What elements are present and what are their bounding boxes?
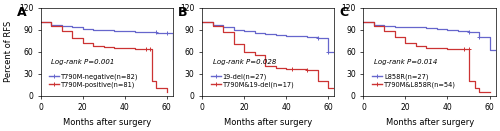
Legend: L858R(n=27), T790M&L858R(n=54): L858R(n=27), T790M&L858R(n=54) <box>370 71 459 91</box>
Text: C: C <box>340 6 348 19</box>
Text: B: B <box>178 6 188 19</box>
Text: A: A <box>17 6 26 19</box>
Text: Log-rank P=0.014: Log-rank P=0.014 <box>374 59 438 65</box>
X-axis label: Months after surgery: Months after surgery <box>224 118 312 127</box>
Text: Log-rank P=0.028: Log-rank P=0.028 <box>212 59 276 65</box>
Legend: T790M-negative(n=82), T790M-positive(n=81): T790M-negative(n=82), T790M-positive(n=8… <box>46 71 142 91</box>
Y-axis label: Percent of RFS: Percent of RFS <box>4 21 13 82</box>
X-axis label: Months after surgery: Months after surgery <box>386 118 474 127</box>
X-axis label: Months after surgery: Months after surgery <box>63 118 151 127</box>
Text: Log-rank P=0.001: Log-rank P=0.001 <box>52 59 114 65</box>
Legend: 19-del(n=27), T790M&19-del(n=17): 19-del(n=27), T790M&19-del(n=17) <box>208 71 297 91</box>
